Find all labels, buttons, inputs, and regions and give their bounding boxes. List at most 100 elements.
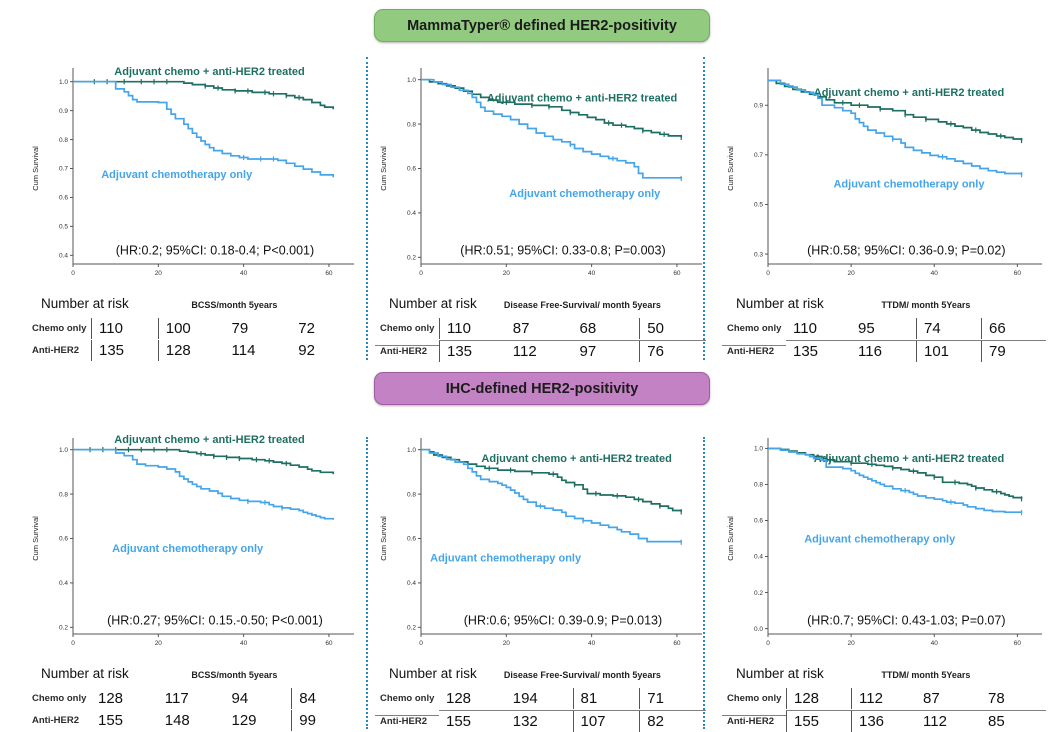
- number-at-risk-label: Number at risk: [41, 296, 129, 311]
- risk-value: 87: [923, 690, 940, 707]
- x-axis-title: TTDM/ month 5Years: [881, 300, 971, 310]
- risk-row-label: Anti-HER2: [32, 345, 79, 356]
- svg-text:0: 0: [71, 270, 75, 277]
- x-axis-title: BCSS/month 5years: [191, 300, 278, 310]
- banner-ihc: IHC-defined HER2-positivity: [374, 372, 710, 405]
- svg-text:0: 0: [419, 270, 423, 277]
- risk-value: 95: [858, 320, 875, 337]
- risk-value: 155: [439, 710, 506, 732]
- svg-text:Cum Survival: Cum Survival: [31, 516, 40, 561]
- risk-value: 84: [291, 688, 358, 709]
- risk-row-label: Anti-HER2: [722, 715, 786, 727]
- svg-text:0.5: 0.5: [59, 224, 68, 231]
- svg-text:(HR:0.6; 95%CI: 0.39-0.9; P=0.: (HR:0.6; 95%CI: 0.39-0.9; P=0.013): [464, 613, 662, 627]
- risk-value: 71: [639, 688, 706, 709]
- number-at-risk-label: Number at risk: [389, 296, 477, 311]
- svg-text:0.0: 0.0: [754, 626, 763, 633]
- svg-text:Cum Survival: Cum Survival: [31, 146, 40, 191]
- km-chart-mammatyper-dfs: 1.0 0.8 0.6 0.4 0.2 0 20 40 60 Cum Survival Adjuva…: [379, 68, 702, 277]
- svg-text:40: 40: [931, 640, 939, 647]
- x-axis-title: BCSS/month 5years: [191, 670, 278, 680]
- svg-text:(HR:0.27; 95%CI: 0.15.-0.50; P: (HR:0.27; 95%CI: 0.15.-0.50; P<0.001): [107, 613, 323, 627]
- svg-text:40: 40: [588, 640, 596, 647]
- risk-row-label: Chemo only: [380, 323, 435, 334]
- risk-value: 135: [91, 340, 158, 361]
- svg-text:20: 20: [848, 270, 856, 277]
- risk-value: 78: [988, 690, 1005, 707]
- risk-value: 82: [639, 710, 706, 732]
- risk-value: 85: [981, 710, 1046, 732]
- km-chart-mammatyper-ttdm: 0.9 0.7 0.5 0.3 0 20 40 60 Cum Survival Adjuvant …: [726, 68, 1042, 277]
- svg-text:60: 60: [325, 270, 333, 277]
- risk-value: 97: [572, 340, 640, 362]
- risk-value: 74: [916, 318, 981, 339]
- risk-value: 112: [916, 710, 981, 732]
- km-chart-mammatyper-bcss: 1.0 0.9 0.8 0.7 0.6 0.5 0.4 0 20 40 60 Cum Survival…: [31, 66, 354, 277]
- svg-text:0.2: 0.2: [407, 255, 416, 262]
- panel-mammatyper-dfs: 1.0 0.8 0.6 0.4 0.2 0 20 40 60 Cum Survival Adjuva…: [375, 57, 706, 362]
- risk-table-mammatyper-dfs: Number at risk Disease Free-Survival/ mo…: [375, 296, 706, 362]
- risk-value: 107: [572, 710, 640, 732]
- x-axis-title: Disease Free-Survival/ month 5years: [503, 670, 661, 680]
- svg-text:60: 60: [1014, 640, 1022, 647]
- svg-text:20: 20: [503, 270, 511, 277]
- risk-value: 194: [512, 690, 538, 707]
- svg-text:(HR:0.51; 95%CI: 0.33-0.8; P=0: (HR:0.51; 95%CI: 0.33-0.8; P=0.003): [460, 243, 665, 257]
- svg-text:40: 40: [931, 270, 939, 277]
- svg-text:Adjuvant chemo + anti-HER2 tr: Adjuvant chemo + anti-HER2 treated: [481, 453, 671, 465]
- svg-text:20: 20: [155, 270, 163, 277]
- svg-text:Cum Survival: Cum Survival: [726, 146, 735, 191]
- risk-value: 50: [639, 318, 706, 339]
- banner-mammatyper: MammaTyper® defined HER2-positivity: [374, 9, 710, 42]
- risk-table-ihc-dfs: Number at risk Disease Free-Survival/ mo…: [375, 666, 706, 732]
- risk-value: 94: [231, 690, 249, 707]
- risk-value: 87: [512, 320, 530, 337]
- svg-text:Adjuvant chemotherapy only: Adjuvant chemotherapy only: [101, 169, 253, 181]
- panel-mammatyper-ttdm: 0.9 0.7 0.5 0.3 0 20 40 60 Cum Survival Adjuvant …: [722, 57, 1046, 362]
- svg-text:0.7: 0.7: [59, 166, 68, 173]
- svg-text:40: 40: [588, 270, 596, 277]
- risk-table-ihc-bcss: Number at risk BCSS/month 5years Chemo o…: [27, 666, 358, 731]
- svg-text:0: 0: [766, 640, 770, 647]
- risk-value: 100: [157, 318, 225, 339]
- risk-row-label: Chemo only: [727, 693, 782, 704]
- svg-text:0.2: 0.2: [407, 625, 416, 632]
- risk-row-label: Anti-HER2: [32, 715, 79, 726]
- svg-text:0.8: 0.8: [59, 491, 68, 498]
- svg-text:0.9: 0.9: [754, 102, 763, 109]
- svg-text:0.6: 0.6: [59, 536, 68, 543]
- risk-value: 81: [572, 688, 640, 709]
- svg-text:0.4: 0.4: [59, 580, 68, 587]
- risk-value: 110: [439, 318, 506, 339]
- risk-value: 110: [793, 320, 817, 337]
- risk-value: 99: [291, 710, 358, 731]
- svg-text:Adjuvant chemo + anti-HER2 tr: Adjuvant chemo + anti-HER2 treated: [814, 453, 1004, 465]
- risk-row-label: Chemo only: [32, 693, 87, 704]
- svg-text:0.6: 0.6: [407, 536, 416, 543]
- risk-table-mammatyper-ttdm: Number at risk TTDM/ month 5Years Chemo …: [722, 296, 1046, 362]
- svg-text:0.3: 0.3: [754, 251, 763, 258]
- svg-text:60: 60: [673, 270, 681, 277]
- risk-row-label: Anti-HER2: [375, 715, 439, 727]
- svg-text:0.8: 0.8: [59, 137, 68, 144]
- risk-row-label: Chemo only: [380, 693, 435, 704]
- svg-text:0.8: 0.8: [407, 491, 416, 498]
- risk-value: 101: [916, 340, 981, 362]
- risk-table-mammatyper-bcss: Number at risk BCSS/month 5years Chemo o…: [27, 296, 358, 361]
- risk-value: 132: [505, 710, 573, 732]
- svg-text:0: 0: [419, 640, 423, 647]
- svg-text:60: 60: [673, 640, 681, 647]
- svg-text:Cum Survival: Cum Survival: [726, 516, 735, 561]
- svg-text:0.8: 0.8: [754, 482, 763, 489]
- svg-text:Adjuvant chemo + anti-HER2 tr: Adjuvant chemo + anti-HER2 treated: [814, 87, 1004, 99]
- x-axis-title: Disease Free-Survival/ month 5years: [503, 300, 661, 310]
- risk-row-label: Anti-HER2: [375, 345, 439, 357]
- svg-text:0.2: 0.2: [754, 590, 763, 597]
- risk-value: 110: [91, 318, 158, 339]
- risk-value: 135: [439, 340, 506, 362]
- svg-text:0.6: 0.6: [754, 518, 763, 525]
- svg-text:20: 20: [155, 640, 163, 647]
- svg-text:0.4: 0.4: [754, 554, 763, 561]
- risk-value: 128: [98, 690, 124, 707]
- svg-text:0.4: 0.4: [59, 253, 68, 260]
